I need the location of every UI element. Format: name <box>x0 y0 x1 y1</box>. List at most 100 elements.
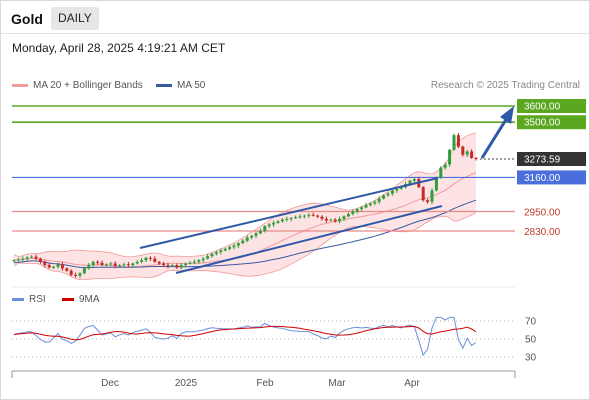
candle-body <box>254 233 258 236</box>
candle-body <box>382 195 386 199</box>
legend-ma50-label: MA 50 <box>177 80 206 91</box>
candle-body <box>302 215 306 217</box>
candle-body <box>223 248 227 251</box>
x-tick-label: Apr <box>404 378 420 389</box>
candle-body <box>289 218 293 220</box>
level-label-2950.00: 2950.00 <box>524 208 561 219</box>
candle-body <box>175 265 179 268</box>
candle-body <box>311 214 315 216</box>
candle-body <box>470 151 474 158</box>
candle-body <box>157 261 161 264</box>
x-tick-label: Feb <box>256 378 274 389</box>
candle-body <box>228 247 232 249</box>
candle-body <box>390 190 394 194</box>
rsi-tick-label: 30 <box>525 353 537 364</box>
candle-body <box>60 264 64 269</box>
candle-body <box>188 262 192 264</box>
legend-rsi-ma-label: 9MA <box>79 294 100 305</box>
candle-body <box>118 265 122 267</box>
level-label-2830.00: 2830.00 <box>524 227 561 238</box>
candle-body <box>236 243 240 246</box>
candle-body <box>280 219 284 222</box>
candle-body <box>258 231 262 234</box>
candle-body <box>452 135 456 150</box>
level-tag-3160.00 <box>517 170 586 185</box>
candle-body <box>456 135 460 147</box>
candle-body <box>122 264 126 266</box>
candle-body <box>25 257 29 259</box>
candle-body <box>78 273 82 276</box>
candle-body <box>91 261 95 266</box>
candle-body <box>140 260 144 262</box>
candle-body <box>360 207 364 210</box>
x-tick-label: Mar <box>328 378 346 389</box>
x-tick-label: Dec <box>101 378 119 389</box>
candle-body <box>364 205 368 208</box>
candle-body <box>100 262 104 266</box>
instrument-title: Gold <box>11 11 43 27</box>
level-label-3160.00: 3160.00 <box>524 173 561 184</box>
candle-body <box>56 264 60 267</box>
candle-body <box>245 237 249 241</box>
level-tag-3600.00 <box>517 99 586 113</box>
legend-bollinger: MA 20 + Bollinger Bands <box>12 80 143 91</box>
candle-body <box>439 167 443 178</box>
candle-body <box>329 219 333 221</box>
timeframe-button[interactable]: DAILY <box>51 7 99 30</box>
candle-body <box>377 198 381 202</box>
header-divider <box>1 33 589 34</box>
candle-body <box>395 188 399 191</box>
level-tag-3500.00 <box>517 115 586 130</box>
candle-body <box>201 258 205 261</box>
candle-body <box>12 260 16 262</box>
candle-body <box>166 265 170 267</box>
rsi-tick-label: 70 <box>525 317 537 328</box>
candle-body <box>16 259 20 261</box>
rsi-tick-label: 50 <box>525 335 537 346</box>
candle-body <box>82 268 86 274</box>
candle-body <box>34 256 38 259</box>
candle-body <box>276 221 280 223</box>
candle-body <box>320 216 324 219</box>
candle-body <box>355 209 359 212</box>
candle-body <box>144 257 148 261</box>
candle-body <box>109 263 113 265</box>
candle-body <box>210 253 214 257</box>
ma50-line <box>13 199 477 269</box>
candle-body <box>421 187 425 201</box>
candle-body <box>324 218 328 221</box>
candle-body <box>342 216 346 219</box>
candle-body <box>214 252 218 254</box>
candle-body <box>272 222 276 225</box>
rsi-ma-line <box>13 325 477 341</box>
ma50-swatch <box>156 84 172 87</box>
candle-body <box>465 151 469 155</box>
level-label-3600.00: 3600.00 <box>524 102 561 113</box>
candle-body <box>408 180 412 184</box>
candle-body <box>307 214 311 216</box>
rsi-line <box>13 316 477 357</box>
candle-body <box>399 187 403 189</box>
candle-body <box>386 193 390 196</box>
candle-body <box>153 258 157 262</box>
candle-body <box>351 211 355 214</box>
candle-body <box>21 258 25 260</box>
candle-body <box>184 263 188 266</box>
bollinger-upper-line <box>13 132 477 258</box>
candle-body <box>192 261 196 263</box>
level-label-3500.00: 3500.00 <box>524 118 561 129</box>
candle-body <box>135 261 139 264</box>
bollinger-band-fill <box>14 132 476 280</box>
trendline-lower <box>175 205 443 274</box>
candle-body <box>346 213 350 217</box>
x-tick-label: 2025 <box>175 378 198 389</box>
research-credit: Research © 2025 Trading Central <box>430 80 580 91</box>
legend-ma50: MA 50 <box>156 80 205 91</box>
bollinger-lower-line <box>13 212 477 281</box>
candle-body <box>426 200 430 202</box>
candle-body <box>263 226 267 231</box>
candle-body <box>87 265 91 269</box>
candle-body <box>267 224 271 227</box>
candle-body <box>241 240 245 244</box>
